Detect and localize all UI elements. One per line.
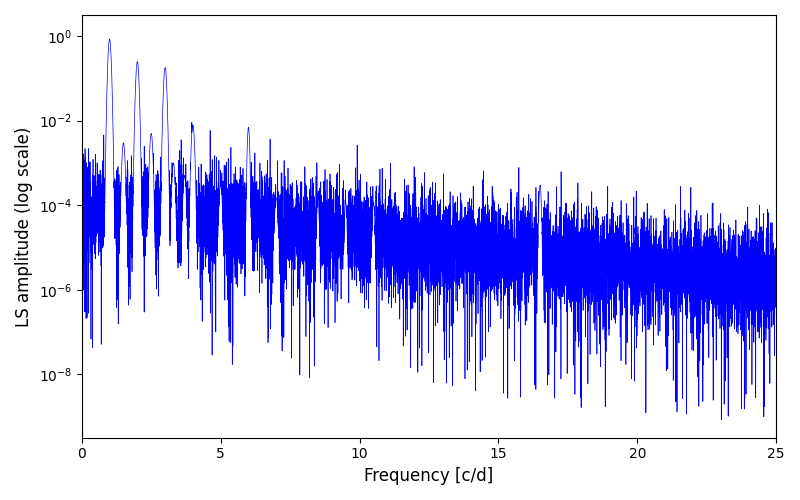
Y-axis label: LS amplitude (log scale): LS amplitude (log scale) bbox=[15, 126, 33, 326]
X-axis label: Frequency [c/d]: Frequency [c/d] bbox=[364, 467, 494, 485]
